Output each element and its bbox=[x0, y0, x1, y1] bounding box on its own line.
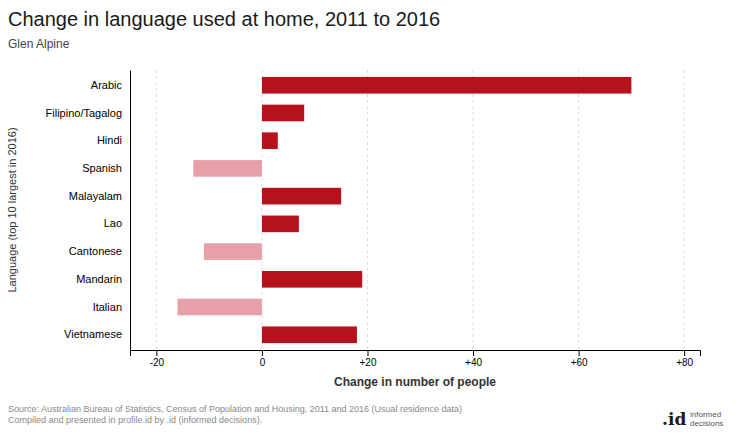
x-tick-label: +80 bbox=[676, 357, 693, 368]
y-tick: Hindi bbox=[97, 134, 130, 146]
bar bbox=[262, 77, 631, 94]
bar bbox=[262, 105, 304, 122]
bar bbox=[178, 299, 262, 316]
x-tick-mark bbox=[262, 350, 263, 356]
y-tick: Vietnamese bbox=[64, 328, 130, 340]
x-tick: +80 bbox=[676, 350, 693, 368]
y-tick: Italian bbox=[93, 301, 130, 313]
bar bbox=[262, 216, 299, 233]
grid-line bbox=[367, 70, 368, 350]
y-tick: Arabic bbox=[91, 79, 130, 91]
grid-line bbox=[156, 70, 157, 350]
y-tick: Lao bbox=[104, 217, 130, 229]
y-tick-label: Spanish bbox=[82, 162, 122, 174]
subtitle: Glen Alpine bbox=[8, 37, 70, 51]
bar bbox=[262, 271, 362, 288]
y-tick-label: Lao bbox=[104, 217, 122, 229]
x-axis: -20 0 +20 +40 +60 +80 bbox=[131, 350, 701, 368]
x-tick-mark bbox=[368, 350, 369, 356]
y-tick-label: Filipino/Tagalog bbox=[46, 106, 122, 118]
y-tick-label: Cantonese bbox=[69, 245, 122, 257]
plot: -20 0 +20 +40 +60 +80 Arabic Filipino/Tagalog Hi… bbox=[46, 70, 701, 368]
y-tick-label: Arabic bbox=[91, 79, 123, 91]
x-tick: -20 bbox=[150, 350, 165, 368]
y-tick-label: Mandarin bbox=[76, 273, 122, 285]
x-tick-label: -20 bbox=[150, 357, 165, 368]
x-tick-label: +20 bbox=[360, 357, 377, 368]
y-tick-label: Vietnamese bbox=[64, 328, 122, 340]
bar bbox=[262, 132, 278, 149]
x-tick-mark bbox=[156, 350, 157, 356]
bar bbox=[262, 326, 357, 343]
y-tick: Malayalam bbox=[69, 190, 130, 202]
y-tick: Spanish bbox=[82, 162, 130, 174]
x-axis-title: Change in number of people bbox=[334, 375, 496, 389]
bar bbox=[262, 188, 341, 205]
x-tick: +40 bbox=[465, 350, 482, 368]
x-tick-label: +60 bbox=[571, 357, 588, 368]
grid-line bbox=[473, 70, 474, 350]
x-tick-mark bbox=[473, 350, 474, 356]
y-tick-label: Malayalam bbox=[69, 190, 122, 202]
grid bbox=[156, 70, 684, 350]
x-tick-label: +40 bbox=[465, 357, 482, 368]
grid-line bbox=[578, 70, 579, 350]
x-tick: 0 bbox=[260, 350, 266, 368]
y-tick-label: Hindi bbox=[97, 134, 122, 146]
x-tick: +20 bbox=[360, 350, 377, 368]
x-tick: +60 bbox=[571, 350, 588, 368]
bar bbox=[193, 160, 262, 177]
y-tick: Filipino/Tagalog bbox=[46, 106, 130, 118]
y-tick: Mandarin bbox=[76, 273, 130, 285]
bars bbox=[178, 77, 632, 343]
bar bbox=[204, 243, 262, 260]
annotation: Source: Australian Bureau of Statistics,… bbox=[8, 404, 462, 425]
annotation: .id bbox=[662, 409, 686, 429]
x-tick-mark bbox=[579, 350, 580, 356]
y-axis: Arabic Filipino/Tagalog Hindi Spanish Malaya… bbox=[46, 71, 131, 351]
y-tick-label: Italian bbox=[93, 301, 122, 313]
y-tick: Cantonese bbox=[69, 245, 130, 257]
title: Change in language used at home, 2011 to… bbox=[8, 8, 440, 30]
x-axis-line bbox=[131, 351, 701, 357]
grid-line bbox=[684, 70, 685, 350]
y-axis-title: Language (top 10 largest in 2016) bbox=[6, 127, 18, 292]
annotation: informeddecisions bbox=[690, 410, 723, 428]
chart-svg: -20 0 +20 +40 +60 +80 Arabic Filipino/Tagalog Hi… bbox=[0, 0, 740, 440]
y-axis-line bbox=[130, 71, 131, 351]
x-tick-mark bbox=[684, 350, 685, 356]
x-tick-label: 0 bbox=[260, 357, 266, 368]
